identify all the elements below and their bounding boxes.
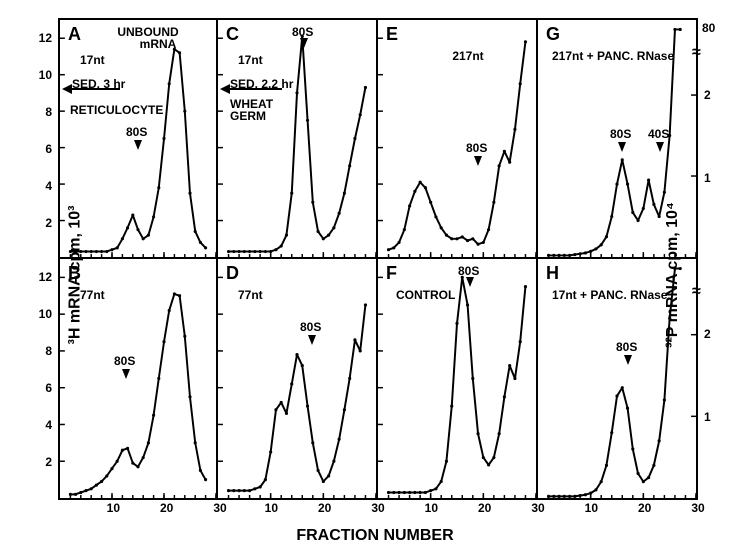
- annotation: 217nt + PANC. RNase: [552, 50, 674, 63]
- x-tick-label: 10: [107, 502, 120, 515]
- axis-break-icon: ≈: [692, 44, 701, 62]
- panel-E: E 217nt 80S: [378, 18, 538, 259]
- x-tick-label: 10: [585, 502, 598, 515]
- panel-A: A17ntSED. 3 hrRETICULOCYTEUNBOUNDmRNA80S…: [58, 18, 218, 259]
- panel-letter: H: [546, 263, 559, 284]
- annotation: 80S: [610, 128, 631, 141]
- y-tick-label-left: 8: [45, 345, 52, 358]
- x-tick-label: 30: [371, 502, 384, 515]
- data-line: [389, 277, 526, 492]
- y-tick-label-right: 80: [702, 22, 715, 35]
- arrow-down-icon: [122, 369, 130, 379]
- y-tick-label-left: 6: [45, 382, 52, 395]
- annotation: 40S: [648, 128, 669, 141]
- panel-H: H17nt + PANC. RNase80S10203012≈: [538, 259, 698, 500]
- annotation: 17nt: [80, 54, 105, 67]
- panel-G: G217nt + PANC. RNase80S40S12≈80: [538, 18, 698, 259]
- y-tick-label-left: 10: [39, 308, 52, 321]
- y-tick-label-right: 1: [704, 411, 711, 424]
- axis-break-icon: ≈: [692, 283, 701, 301]
- data-line: [549, 269, 681, 497]
- x-tick-label: 20: [160, 502, 173, 515]
- y-tick-label-left: 12: [39, 271, 52, 284]
- annotation: 17nt + PANC. RNase: [552, 289, 667, 302]
- y-tick-label-left: 2: [45, 456, 52, 469]
- annotation: 80S: [616, 341, 637, 354]
- annotation: 80S: [114, 355, 135, 368]
- y-tick-label-left: 10: [39, 69, 52, 82]
- annotation: 77nt: [80, 289, 105, 302]
- panel-B: B77nt80S10203024681012: [58, 259, 218, 500]
- x-tick-label: 10: [425, 502, 438, 515]
- y-tick-label-right: 2: [704, 89, 711, 102]
- x-axis-label: FRACTION NUMBER: [296, 527, 453, 545]
- y-tick-label-right: 1: [704, 172, 711, 185]
- annotation: 80S: [466, 142, 487, 155]
- y-tick-label-right: 2: [704, 328, 711, 341]
- x-tick-label: 30: [691, 502, 704, 515]
- x-tick-label: 30: [213, 502, 226, 515]
- y-tick-label-left: 4: [45, 180, 52, 193]
- arrow-down-icon: [624, 355, 632, 365]
- annotation: CONTROL: [396, 289, 455, 302]
- data-line: [70, 294, 205, 494]
- arrow-down-icon: [308, 335, 316, 345]
- x-tick-label: 20: [638, 502, 651, 515]
- annotation: 80S: [300, 321, 321, 334]
- arrow-down-icon: [300, 38, 308, 48]
- annotation: mRNA: [140, 38, 177, 51]
- y-tick-label-left: 12: [39, 32, 52, 45]
- panel-F: FCONTROL80S102030: [378, 259, 538, 500]
- panel-letter: D: [226, 263, 239, 284]
- sedimentation-arrow-icon: [228, 88, 282, 90]
- figure: ³H mRNA cpm, 10³ ³²P mRNA cpm, 10⁴ FRACT…: [0, 0, 750, 549]
- y-tick-label-left: 6: [45, 143, 52, 156]
- panel-letter: G: [546, 24, 560, 45]
- panel-letter: C: [226, 24, 239, 45]
- arrow-down-icon: [656, 142, 664, 152]
- annotation: 80S: [126, 126, 147, 139]
- y-tick-label-left: 2: [45, 217, 52, 230]
- data-line: [229, 305, 366, 491]
- annotation: 217nt: [452, 50, 483, 63]
- panel-letter: A: [68, 24, 81, 45]
- y-tick-label-left: 4: [45, 419, 52, 432]
- annotation: RETICULOCYTE: [70, 104, 163, 117]
- annotation: 17nt: [238, 54, 263, 67]
- panel-letter: E: [386, 24, 398, 45]
- panel-C: C17ntSED. 2.2 hrWHEATGERM80S: [218, 18, 378, 259]
- panel-letter: B: [68, 263, 81, 284]
- panel-grid: A17ntSED. 3 hrRETICULOCYTEUNBOUNDmRNA80S…: [58, 18, 698, 500]
- annotation: 77nt: [238, 289, 263, 302]
- data-line: [229, 36, 366, 251]
- x-tick-label: 30: [531, 502, 544, 515]
- arrow-down-icon: [134, 140, 142, 150]
- sedimentation-arrow-icon: [70, 88, 120, 90]
- y-tick-label-left: 8: [45, 106, 52, 119]
- data-line: [389, 42, 526, 250]
- annotation: GERM: [230, 110, 266, 123]
- arrow-down-icon: [618, 142, 626, 152]
- panel-D: D77nt80S102030: [218, 259, 378, 500]
- arrow-down-icon: [466, 277, 474, 287]
- x-tick-label: 20: [318, 502, 331, 515]
- x-tick-label: 10: [265, 502, 278, 515]
- arrow-down-icon: [474, 156, 482, 166]
- x-tick-label: 20: [478, 502, 491, 515]
- panel-letter: F: [386, 263, 397, 284]
